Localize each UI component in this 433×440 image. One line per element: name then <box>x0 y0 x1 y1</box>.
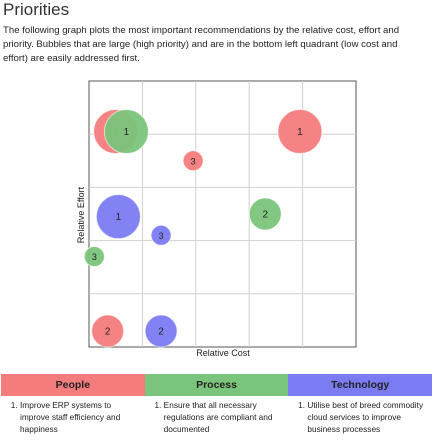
category-recommendations: Improve ERP systems to improve staff eff… <box>1 399 432 435</box>
process-recommendations: Ensure that all necessary regulations ar… <box>145 399 289 435</box>
recommendation-item: Utilise best of breed commodity cloud se… <box>307 399 428 435</box>
bubble-process <box>103 109 149 155</box>
people-recommendations: Improve ERP systems to improve staff eff… <box>1 399 145 435</box>
bubble-label-people: 3 <box>191 156 196 166</box>
technology-recommendations: Utilise best of breed commodity cloud se… <box>288 399 432 435</box>
category-header-process: Process <box>144 374 289 396</box>
bubble-label-technology: 2 <box>158 327 164 338</box>
bubble-people <box>277 109 323 155</box>
category-header-technology: Technology <box>288 374 433 396</box>
bubble-label-technology: 1 <box>116 212 122 223</box>
bubble-label-process: 2 <box>262 210 268 221</box>
bubble-label-people: 1 <box>297 127 303 138</box>
x-axis-label: Relative Cost <box>196 348 250 358</box>
bubble-process <box>248 197 282 231</box>
category-header-label: Process <box>196 379 237 391</box>
bubble-technology <box>150 224 172 246</box>
bubble-people <box>91 314 125 348</box>
bubble-label-technology: 3 <box>159 231 164 241</box>
category-header-label: Technology <box>331 379 390 391</box>
page-title: Priorities <box>3 0 70 19</box>
bubble-technology <box>95 194 141 240</box>
bubble-people <box>182 150 204 172</box>
recommendation-item: Ensure that all necessary regulations ar… <box>164 399 285 435</box>
y-axis-label: Relative Effort <box>76 186 86 244</box>
category-headers: People Process Technology <box>1 374 433 396</box>
page-description: The following graph plots the most impor… <box>3 25 400 64</box>
bubble-label-process: 3 <box>92 252 97 262</box>
bubble-process <box>83 246 105 268</box>
category-header-label: People <box>55 379 91 391</box>
bubble-chart: 1123123123 <box>83 80 357 348</box>
recommendation-item: Improve ERP systems to improve staff eff… <box>20 399 141 435</box>
category-header-people: People <box>1 374 145 396</box>
bubble-technology <box>144 314 178 348</box>
bubble-label-process: 1 <box>124 127 130 138</box>
bubble-label-people: 2 <box>105 327 111 338</box>
